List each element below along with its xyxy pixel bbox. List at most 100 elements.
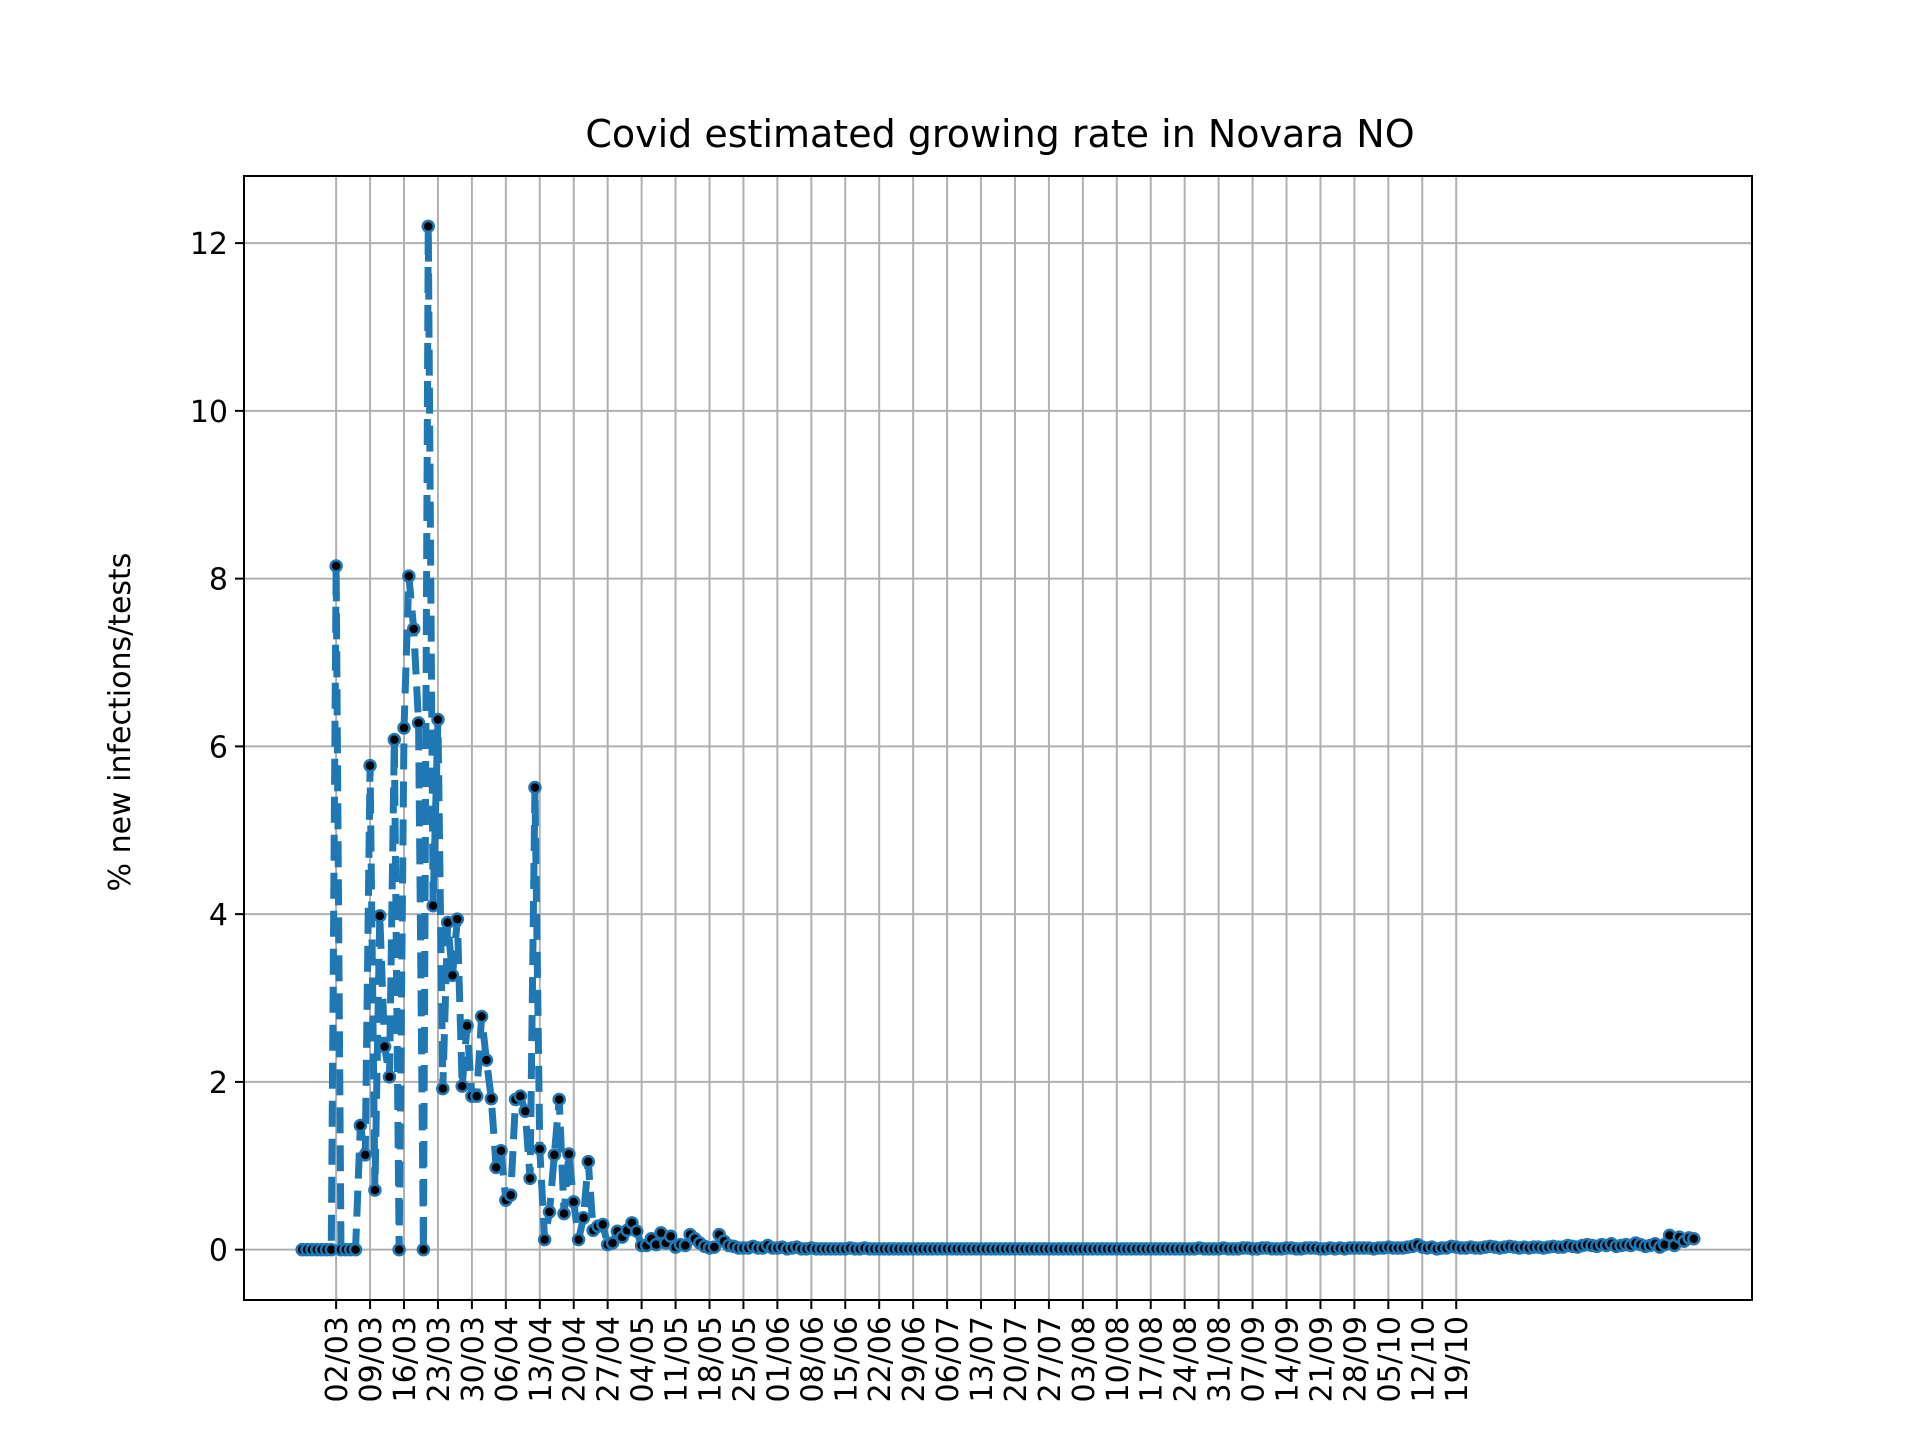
data-point [518,1104,532,1119]
data-point [523,1171,537,1186]
data-point [450,912,465,926]
x-axis-ticks: 02/0309/0316/0323/0330/0306/0413/0420/04… [320,1300,1475,1402]
x-tick-label: 23/03 [422,1316,457,1402]
data-point [416,1242,431,1257]
x-tick-label: 20/07 [999,1316,1034,1402]
x-tick-label: 11/05 [660,1316,695,1402]
data-point [547,1148,562,1162]
data-point [537,1232,552,1247]
y-tick-label: 4 [209,898,228,933]
data-point [387,732,402,747]
data-point [576,1211,591,1225]
x-tick-label: 01/06 [761,1316,796,1402]
x-tick-label: 10/08 [1101,1316,1136,1402]
x-tick-label: 25/05 [727,1316,762,1402]
data-point [455,1079,469,1093]
x-tick-label: 14/09 [1271,1316,1306,1402]
data-point [411,716,426,730]
data-point [436,1081,450,1096]
data-point [469,1089,484,1103]
data-point [484,1091,499,1106]
y-axis-label: % new infections/tests [103,553,138,892]
x-tick-label: 18/05 [693,1316,728,1402]
data-point [392,1242,406,1257]
data-point [489,1160,503,1175]
x-tick-label: 31/08 [1203,1316,1238,1402]
data-point [596,1217,610,1232]
data-point [542,1205,557,1219]
data-point [581,1154,596,1169]
data-point [1687,1232,1701,1246]
data-point [571,1232,586,1247]
data-point [663,1229,678,1244]
x-tick-label: 28/09 [1338,1316,1373,1402]
data-point [358,1148,372,1162]
data-point [630,1224,644,1238]
y-tick-label: 2 [209,1066,228,1101]
x-tick-label: 20/04 [558,1316,593,1402]
data-point [494,1143,508,1158]
data-point [566,1195,581,1209]
data-point [533,1142,547,1156]
x-tick-label: 30/03 [456,1316,491,1402]
x-tick-label: 08/06 [795,1316,830,1402]
x-tick-label: 05/10 [1372,1316,1407,1402]
data-point [406,622,421,636]
data-point [528,780,542,795]
x-tick-label: 12/10 [1406,1316,1441,1402]
data-point [329,559,343,573]
x-tick-label: 21/09 [1304,1316,1339,1402]
x-tick-label: 15/06 [829,1316,864,1402]
data-point [368,1183,382,1197]
x-tick-label: 07/09 [1237,1316,1272,1402]
data-point [605,1236,620,1250]
data-point [513,1089,528,1103]
data-point [382,1070,397,1084]
data-point [373,909,387,923]
data-point [426,899,440,913]
x-tick-label: 22/06 [863,1316,898,1402]
data-point [707,1240,722,1254]
data-point [503,1188,518,1202]
x-tick-label: 17/08 [1135,1316,1170,1402]
y-axis-ticks: 0 2 4 6 8 10 12 [190,227,244,1269]
data-point [678,1238,692,1253]
chart-title: Covid estimated growing rate in Novara N… [585,112,1414,156]
x-tick-label: 27/04 [592,1316,627,1402]
data-point [557,1206,571,1221]
data-point [397,721,411,735]
y-tick-label: 8 [209,563,228,598]
data-point [460,1018,474,1033]
x-tick-label: 06/07 [931,1316,966,1402]
x-tick-label: 16/03 [388,1316,423,1402]
data-point [377,1039,392,1054]
x-tick-label: 02/03 [320,1316,355,1402]
data-point [421,219,436,234]
x-tick-label: 29/06 [897,1316,932,1402]
x-tick-label: 13/04 [524,1316,559,1402]
y-tick-label: 6 [209,730,228,765]
x-tick-label: 27/07 [1033,1316,1068,1402]
data-point [363,758,377,773]
data-point [402,569,416,583]
x-tick-label: 13/07 [965,1316,1000,1402]
y-tick-label: 12 [190,227,228,262]
data-point [479,1053,494,1067]
x-tick-label: 24/08 [1169,1316,1204,1402]
data-point [552,1092,566,1107]
plot-area-frame [243,175,1753,1301]
data-point [348,1242,363,1257]
y-tick-label: 10 [190,395,228,430]
x-tick-label: 04/05 [626,1316,661,1402]
data-point [353,1118,368,1133]
data-point [474,1009,489,1024]
x-tick-label: 09/03 [354,1316,389,1402]
x-tick-label: 06/04 [490,1316,525,1402]
x-tick-label: 19/10 [1440,1316,1475,1402]
marker-group [295,219,1701,1257]
data-point [431,712,445,727]
y-tick-label: 0 [209,1234,228,1269]
